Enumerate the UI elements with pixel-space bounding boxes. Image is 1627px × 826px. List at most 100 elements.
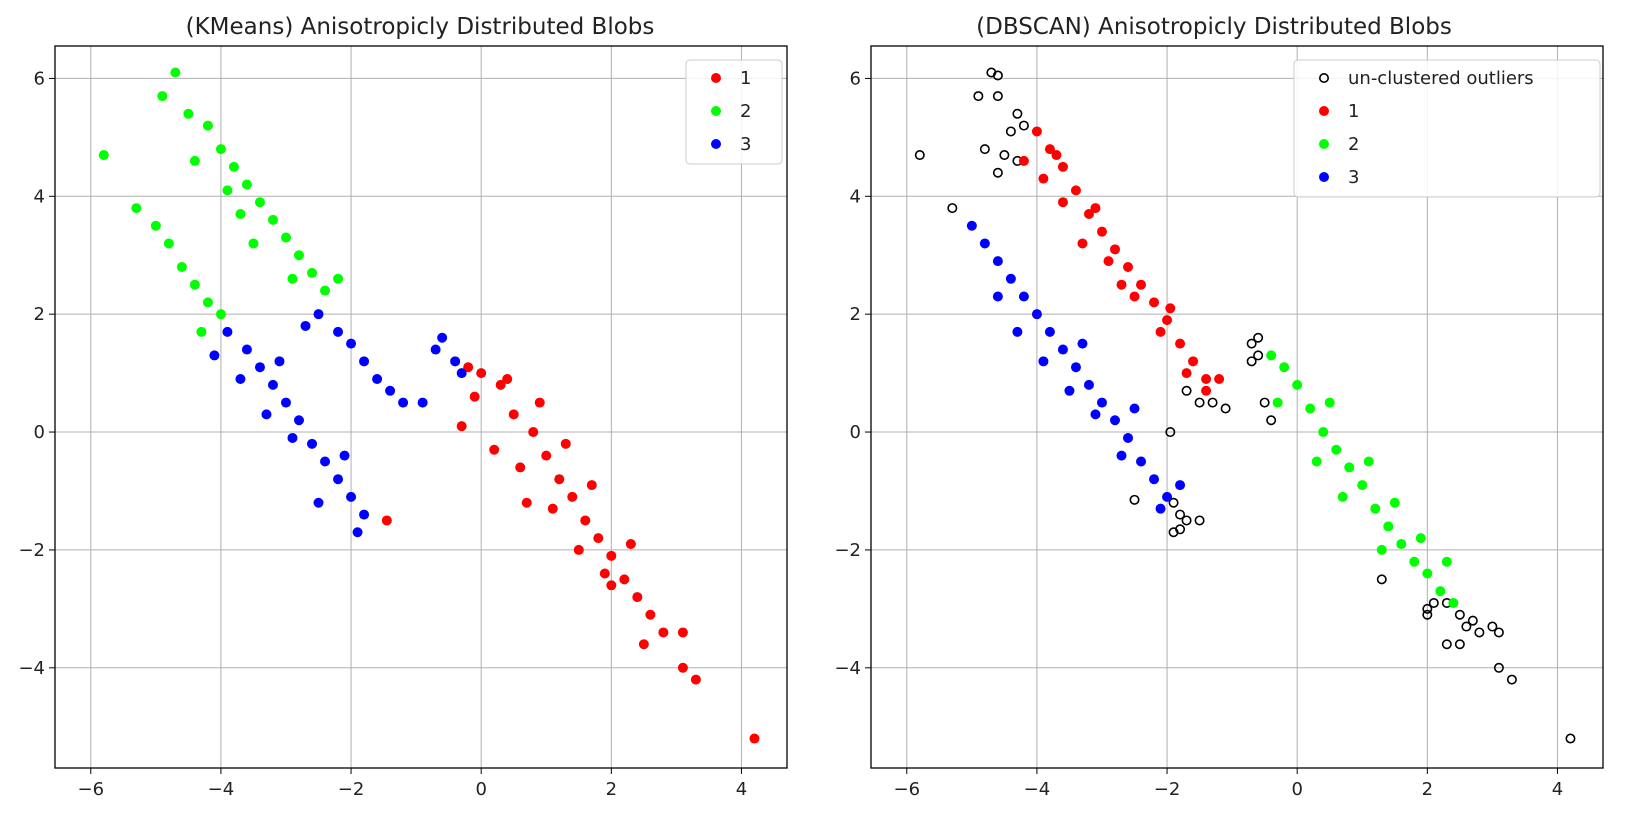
kmeans-point-series-2 xyxy=(333,474,344,485)
dbscan-point-series-0 xyxy=(992,167,1003,178)
dbscan-point-series-0 xyxy=(1194,397,1205,408)
dbscan-ytick-label: 2 xyxy=(850,304,861,325)
kmeans-ytick-label: −4 xyxy=(18,658,45,679)
kmeans-point-series-2 xyxy=(346,338,357,349)
dbscan-point-series-1 xyxy=(1116,279,1127,290)
dbscan-point-series-2 xyxy=(1292,379,1303,390)
dbscan-point-series-2 xyxy=(1415,533,1426,544)
dbscan-point-series-1 xyxy=(1018,155,1029,166)
dbscan-point-series-0 xyxy=(1259,397,1270,408)
kmeans-point-series-0 xyxy=(619,574,630,585)
kmeans-point-series-2 xyxy=(430,344,441,355)
kmeans-point-series-1 xyxy=(333,273,344,284)
dbscan-point-series-2 xyxy=(1383,521,1394,532)
dbscan-xtick-label: 0 xyxy=(1291,779,1302,800)
kmeans-xtick-label: 4 xyxy=(736,779,747,800)
dbscan-point-series-0 xyxy=(1565,733,1576,744)
kmeans-panel: (KMeans) Anisotropicly Distributed Blobs… xyxy=(18,14,788,800)
dbscan-point-series-0 xyxy=(1454,609,1465,620)
kmeans-point-series-1 xyxy=(267,214,278,225)
kmeans-point-series-2 xyxy=(346,491,357,502)
kmeans-point-series-1 xyxy=(215,309,226,320)
dbscan-point-series-2 xyxy=(1396,539,1407,550)
dbscan-xtick-label: −6 xyxy=(894,779,921,800)
dbscan-legend-label: 3 xyxy=(1348,167,1359,188)
dbscan-xtick-label: −4 xyxy=(1024,779,1051,800)
kmeans-point-series-2 xyxy=(359,356,370,367)
dbscan-point-series-0 xyxy=(1493,662,1504,673)
kmeans-point-series-2 xyxy=(267,379,278,390)
dbscan-point-series-3 xyxy=(1155,503,1166,514)
dbscan-point-series-1 xyxy=(1057,197,1068,208)
dbscan-point-series-0 xyxy=(1181,385,1192,396)
dbscan-point-series-1 xyxy=(1110,244,1120,255)
dbscan-point-series-0 xyxy=(1246,356,1257,367)
kmeans-point-series-2 xyxy=(280,397,291,408)
dbscan-legend-label: 1 xyxy=(1348,101,1359,122)
kmeans-legend-marker xyxy=(711,139,721,149)
kmeans-point-series-2 xyxy=(274,356,285,367)
dbscan-point-series-0 xyxy=(1487,621,1498,632)
dbscan-point-series-1 xyxy=(1044,144,1055,155)
dbscan-point-series-0 xyxy=(1461,621,1472,632)
dbscan-point-series-0 xyxy=(1181,515,1192,526)
dbscan-point-series-0 xyxy=(992,70,1003,81)
dbscan-axes-frame xyxy=(870,45,1604,769)
kmeans-point-series-1 xyxy=(98,150,109,161)
kmeans-point-series-0 xyxy=(502,374,513,385)
dbscan-point-series-1 xyxy=(1136,279,1147,290)
dbscan-point-series-2 xyxy=(1389,497,1400,508)
dbscan-point-series-0 xyxy=(1422,609,1433,620)
kmeans-point-series-0 xyxy=(489,444,500,455)
dbscan-point-series-1 xyxy=(1090,203,1101,214)
dbscan-point-series-0 xyxy=(1474,627,1485,638)
dbscan-point-series-0 xyxy=(1012,108,1023,119)
dbscan-ytick-label: 4 xyxy=(850,186,861,207)
kmeans-point-series-1 xyxy=(202,297,213,308)
kmeans-ytick-label: −2 xyxy=(18,540,45,561)
dbscan-point-series-3 xyxy=(1123,432,1134,443)
dbscan-point-series-0 xyxy=(1506,674,1517,685)
dbscan-point-series-1 xyxy=(1077,238,1088,249)
dbscan-point-series-0 xyxy=(1194,515,1205,526)
kmeans-point-series-0 xyxy=(476,368,487,379)
kmeans-point-series-2 xyxy=(294,415,304,426)
dbscan-point-series-1 xyxy=(1165,303,1176,314)
dbscan-point-series-3 xyxy=(1070,362,1081,373)
dbscan-point-series-3 xyxy=(1129,403,1140,414)
dbscan-point-series-0 xyxy=(1467,615,1478,626)
dbscan-point-series-1 xyxy=(1038,173,1049,184)
dbscan-legend-marker xyxy=(1319,106,1329,116)
dbscan-point-series-3 xyxy=(1077,338,1088,349)
kmeans-point-series-2 xyxy=(450,356,461,367)
dbscan-point-series-2 xyxy=(1376,544,1387,555)
dbscan-point-series-3 xyxy=(1149,474,1160,485)
kmeans-point-series-1 xyxy=(228,161,239,172)
kmeans-point-series-2 xyxy=(313,497,324,508)
dbscan-point-series-3 xyxy=(1116,450,1127,461)
dbscan-point-series-3 xyxy=(979,238,990,249)
dbscan-point-series-3 xyxy=(1012,326,1023,337)
kmeans-point-series-2 xyxy=(456,368,467,379)
dbscan-point-series-3 xyxy=(1110,415,1120,426)
dbscan-point-series-2 xyxy=(1318,427,1329,438)
dbscan-xtick-label: −2 xyxy=(1154,779,1181,800)
kmeans-point-series-0 xyxy=(567,491,578,502)
dbscan-point-series-2 xyxy=(1305,403,1316,414)
dbscan-point-series-1 xyxy=(1051,150,1062,161)
kmeans-point-series-1 xyxy=(287,273,298,284)
dbscan-point-series-0 xyxy=(1220,403,1231,414)
kmeans-point-series-2 xyxy=(339,450,350,461)
dbscan-point-series-0 xyxy=(1428,597,1439,608)
dbscan-point-series-0 xyxy=(1441,639,1452,650)
kmeans-legend-label: 3 xyxy=(740,134,751,155)
kmeans-point-series-1 xyxy=(157,91,168,102)
dbscan-point-series-0 xyxy=(1422,603,1433,614)
dbscan-point-series-3 xyxy=(1005,273,1016,284)
kmeans-point-series-0 xyxy=(554,474,565,485)
dbscan-point-series-3 xyxy=(992,256,1003,267)
kmeans-point-series-1 xyxy=(241,179,252,190)
dbscan-panel: (DBSCAN) Anisotropicly Distributed Blobs… xyxy=(834,14,1604,800)
dbscan-ytick-label: 6 xyxy=(850,68,861,89)
kmeans-point-series-2 xyxy=(333,326,344,337)
